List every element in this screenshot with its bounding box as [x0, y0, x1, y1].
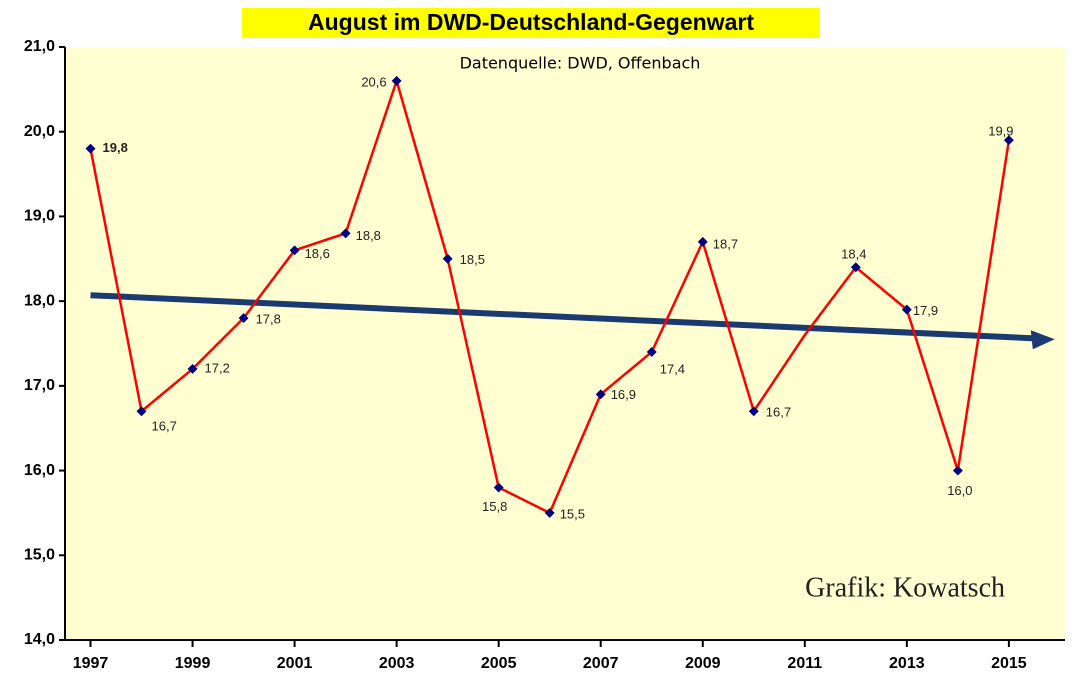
y-tick-label: 21,0: [24, 38, 55, 55]
y-tick-label: 20,0: [24, 123, 55, 140]
data-label: 16,0: [947, 483, 972, 498]
data-point: [136, 406, 147, 417]
data-label: 15,8: [482, 499, 507, 514]
data-label: 17,8: [256, 312, 281, 327]
data-label: 17,4: [660, 361, 685, 376]
x-tick-label: 2003: [379, 655, 415, 672]
data-point: [187, 363, 198, 374]
x-tick-label: 1997: [73, 655, 109, 672]
data-label: 18,7: [713, 236, 738, 251]
data-point: [850, 262, 861, 273]
chart-title: August im DWD-Deutschland-Gegenwart: [308, 9, 754, 35]
data-label: 18,5: [460, 252, 485, 267]
data-point: [238, 313, 249, 324]
x-tick-label: 2011: [787, 655, 822, 672]
data-point: [340, 228, 351, 239]
y-tick-label: 17,0: [24, 377, 55, 394]
x-tick-label: 2015: [991, 655, 1027, 672]
data-point: [646, 347, 657, 357]
plot-area: [65, 47, 1065, 640]
data-point: [901, 304, 912, 315]
data-label: 19,9: [988, 124, 1013, 139]
x-tick-label: 2007: [583, 655, 619, 672]
x-tick-label: 2005: [481, 655, 517, 672]
data-point: [442, 253, 453, 264]
data-label: 16,7: [152, 419, 177, 434]
data-label: 16,7: [766, 405, 791, 420]
data-point: [1003, 135, 1014, 146]
data-label: 18,6: [305, 246, 330, 261]
data-point: [595, 389, 606, 400]
y-tick-label: 18,0: [24, 292, 55, 309]
x-tick-label: 2009: [685, 655, 721, 672]
data-point: [748, 406, 759, 417]
y-tick-label: 14,0: [24, 631, 55, 648]
data-label: 20,6: [361, 74, 386, 89]
y-tick-label: 15,0: [24, 547, 55, 564]
title-highlight: [242, 8, 820, 38]
trend-arrowhead: [1030, 330, 1055, 350]
annotation: Grafik: Kowatsch: [805, 572, 1005, 603]
data-point: [697, 236, 708, 247]
data-point: [493, 482, 504, 493]
data-label: 16,9: [611, 387, 636, 402]
data-label: 19,8: [103, 140, 128, 155]
x-tick-label: 2013: [889, 655, 925, 672]
y-tick-label: 16,0: [24, 462, 55, 479]
data-label: 18,4: [841, 247, 866, 262]
data-point: [85, 143, 96, 154]
data-label: 18,8: [356, 228, 381, 243]
x-tick-label: 2001: [277, 655, 313, 672]
data-label: 15,5: [560, 506, 585, 521]
x-tick-label: 1999: [175, 655, 211, 672]
data-point: [952, 465, 963, 476]
data-label: 17,2: [205, 360, 230, 375]
y-tick-label: 19,0: [24, 208, 55, 225]
data-point: [544, 507, 555, 518]
subtitle: Datenquelle: DWD, Offenbach: [460, 54, 701, 73]
data-label: 17,9: [913, 303, 938, 318]
data-point: [289, 245, 300, 256]
trend-line: [90, 292, 1037, 342]
